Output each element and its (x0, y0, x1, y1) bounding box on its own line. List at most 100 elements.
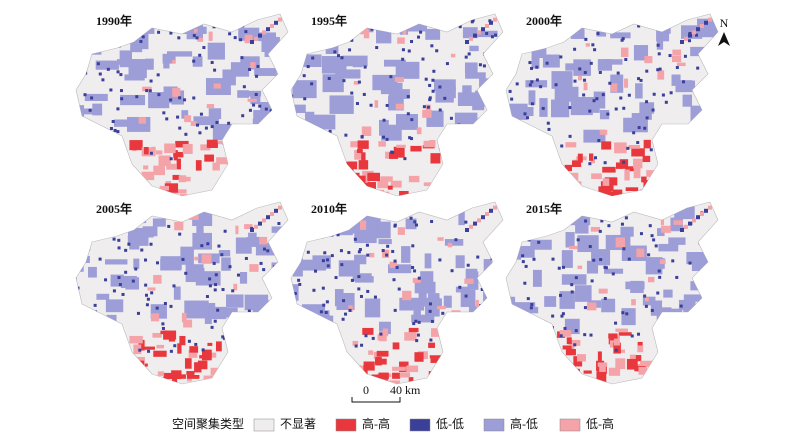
low-low-patch (183, 98, 187, 102)
low-high-patch (174, 221, 184, 231)
low-low-patch (344, 133, 348, 137)
high-high-patch (599, 364, 606, 372)
low-low-patch (682, 80, 686, 84)
low-low-patch (305, 233, 309, 237)
low-low-patch (206, 242, 210, 246)
high-low-patch (460, 289, 476, 307)
low-low-patch (228, 265, 232, 269)
low-low-patch (454, 238, 458, 242)
high-low-patch (128, 59, 147, 79)
northeast-patch (278, 17, 282, 22)
high-low-patch (252, 118, 269, 129)
low-low-patch (310, 228, 314, 232)
low-low-patch (393, 223, 397, 227)
high-low-patch (664, 131, 679, 144)
high-low-patch (128, 227, 154, 238)
high-low-patch (83, 236, 91, 251)
low-low-patch (267, 336, 271, 340)
low-low-patch (207, 17, 211, 21)
low-low-patch (322, 303, 326, 307)
scale-end: 40 km (390, 383, 421, 397)
high-low-patch (181, 110, 189, 119)
low-low-patch (568, 216, 572, 220)
northeast-patch (465, 228, 469, 232)
high-low-patch (401, 246, 411, 263)
low-low-patch (262, 268, 266, 272)
high-high-patch (427, 189, 435, 196)
low-low-patch (184, 132, 188, 136)
low-low-patch (512, 312, 516, 316)
low-high-patch (395, 103, 405, 110)
low-low-patch (291, 127, 292, 131)
low-low-patch (398, 24, 402, 28)
low-low-patch (385, 137, 389, 141)
high-low-patch (465, 72, 486, 79)
high-low-patch (658, 243, 679, 252)
low-low-patch (386, 244, 390, 248)
high-low-patch (271, 226, 288, 233)
low-low-patch (517, 323, 521, 327)
low-low-patch (231, 214, 235, 218)
high-high-patch (423, 182, 435, 187)
low-low-patch (637, 24, 641, 28)
low-low-patch (584, 219, 588, 223)
northeast-patch (700, 212, 704, 216)
low-high-patch (660, 132, 666, 138)
low-low-patch (702, 84, 706, 88)
high-high-patch (361, 152, 366, 163)
low-high-patch (138, 117, 146, 124)
high-low-patch (304, 26, 312, 40)
high-high-patch (399, 190, 409, 196)
high-low-patch (380, 83, 392, 95)
low-low-patch (169, 31, 173, 35)
high-low-patch (357, 203, 384, 218)
low-low-patch (202, 46, 206, 50)
low-low-patch (438, 258, 442, 262)
high-low-patch (668, 237, 686, 245)
high-high-patch (186, 371, 195, 375)
high-low-patch (247, 90, 262, 97)
north-label: N (720, 16, 729, 30)
high-low-patch (671, 74, 681, 86)
low-low-patch (651, 108, 655, 112)
low-low-patch (476, 255, 480, 259)
low-low-patch (194, 342, 198, 346)
low-low-patch (161, 322, 165, 326)
low-low-patch (686, 320, 690, 324)
low-low-patch (340, 56, 344, 60)
low-low-patch (342, 299, 346, 303)
legend-label: 低-高 (586, 416, 614, 431)
low-high-patch (190, 121, 197, 126)
high-high-patch (141, 378, 146, 384)
low-low-patch (228, 32, 232, 36)
low-low-patch (204, 126, 208, 130)
low-low-patch (233, 19, 237, 23)
high-high-patch (345, 370, 359, 376)
low-low-patch (96, 62, 100, 66)
low-high-patch (583, 82, 588, 91)
low-low-patch (119, 89, 123, 93)
high-low-patch (675, 80, 696, 93)
low-low-patch (645, 100, 649, 104)
high-low-patch (520, 245, 535, 258)
low-low-patch (428, 83, 432, 87)
high-high-patch (582, 193, 596, 196)
low-high-patch (662, 131, 669, 139)
high-high-patch (197, 360, 208, 370)
low-low-patch (149, 151, 153, 155)
low-low-patch (217, 244, 221, 248)
low-low-patch (559, 334, 563, 338)
low-low-patch (279, 69, 283, 73)
low-low-patch (526, 217, 530, 221)
low-low-patch (125, 224, 129, 228)
low-low-patch (169, 304, 173, 308)
high-high-patch (386, 380, 400, 384)
low-low-patch (83, 93, 87, 97)
low-low-patch (428, 98, 432, 102)
low-high-patch (590, 226, 600, 232)
low-low-patch (149, 242, 153, 246)
high-low-patch (635, 83, 643, 99)
low-low-patch (656, 68, 660, 72)
low-low-patch (216, 210, 220, 214)
low-high-patch (422, 109, 432, 118)
